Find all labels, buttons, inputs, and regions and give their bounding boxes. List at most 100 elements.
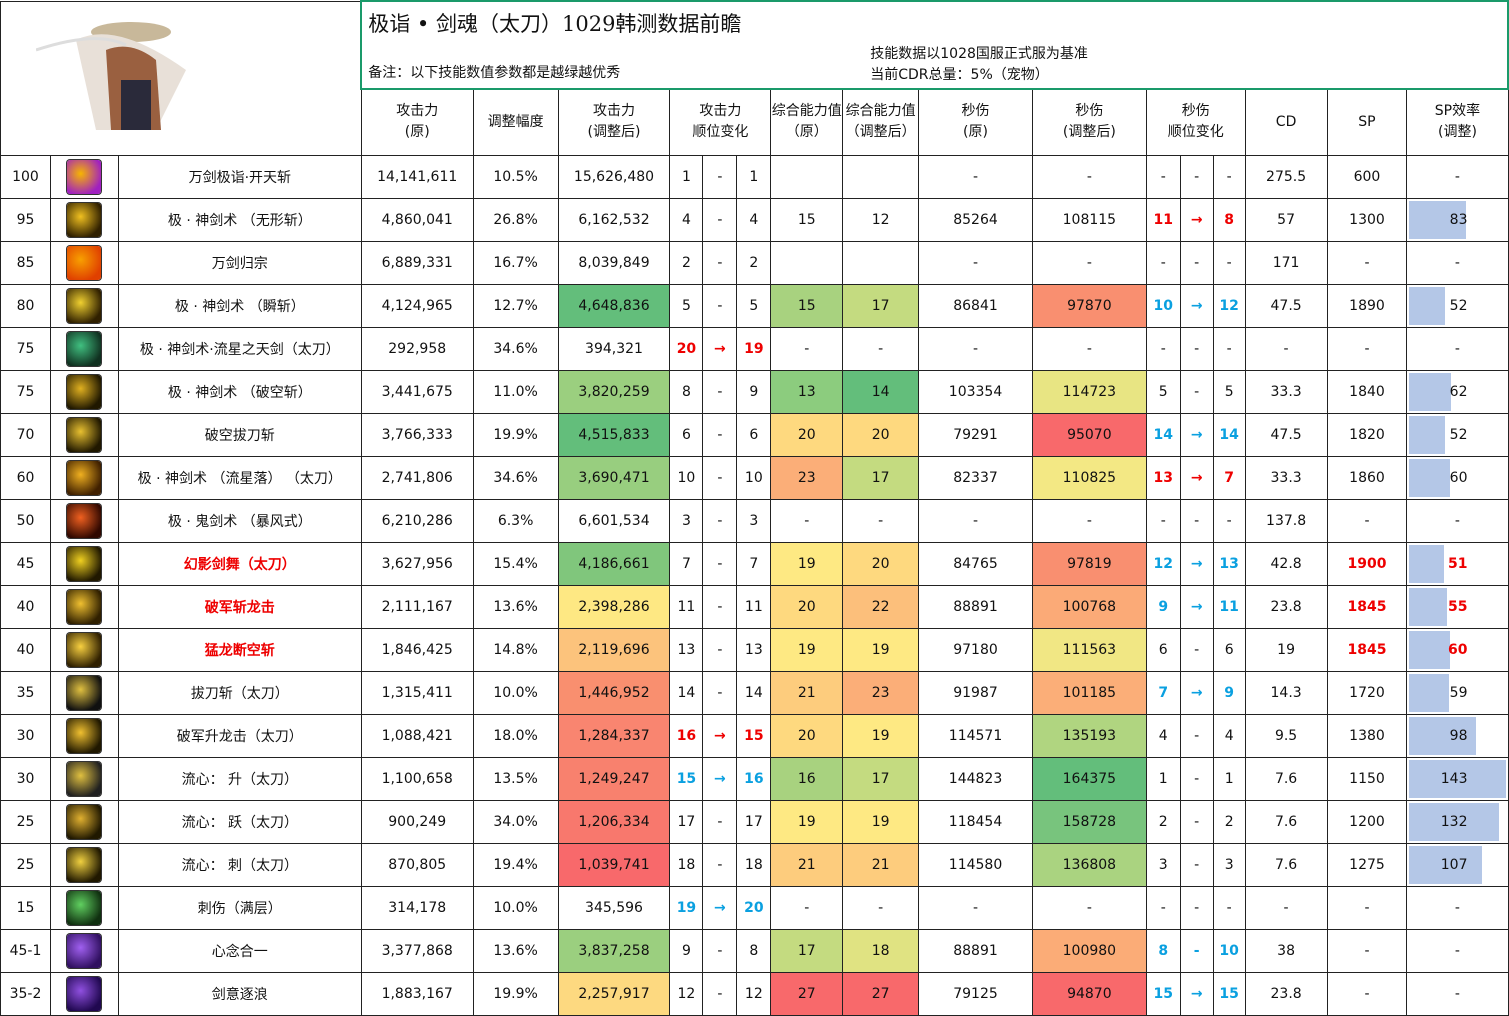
skill-icon-cell (49, 283, 119, 328)
skill-icon-gold-swirl (67, 417, 102, 452)
title-box: 极诣 • 剑魂（太刀）1029韩测数据前瞻 备注：以下技能数值参数都是越绿越优秀… (360, 0, 1509, 90)
dps-adj: - (1031, 240, 1147, 285)
adjust-pct: 26.8% (472, 197, 559, 242)
dps-rank-arrow: - (1179, 627, 1214, 672)
dps-adj: 110825 (1031, 455, 1147, 500)
dps-rank-arrow: → (1179, 670, 1214, 715)
atk-orig: 2,741,806 (360, 455, 474, 500)
cd-value: 7.6 (1244, 756, 1328, 801)
sp-value: 1890 (1326, 283, 1408, 328)
skill-icon-meteor (67, 460, 102, 495)
atk-orig: 2,111,167 (360, 584, 474, 629)
header-atk-orig: 攻击力 (原) (360, 88, 474, 156)
skill-icon-cell (49, 498, 119, 543)
rank-arrow: → (702, 326, 738, 371)
sp-efficiency-value: 107 (1440, 856, 1468, 873)
sp-efficiency: 62 (1406, 369, 1509, 414)
sp-efficiency: - (1406, 326, 1509, 371)
dps-adj: 108115 (1031, 197, 1147, 242)
skill-level: 100 (0, 154, 51, 199)
rank-before: 20 (669, 326, 704, 371)
cd-value: 275.5 (1244, 154, 1328, 199)
dps-rank-after: 3 (1212, 842, 1246, 887)
cd-value: 14.3 (1244, 670, 1328, 715)
adjust-pct: 11.0% (472, 369, 559, 414)
comp-orig: 19 (770, 799, 844, 844)
sp-value: 1820 (1326, 412, 1408, 457)
dps-adj: 135193 (1031, 713, 1147, 758)
dps-rank-arrow: → (1179, 197, 1214, 242)
rank-after: 5 (736, 283, 772, 328)
skill-name: 流心： 跃（太刀） (117, 799, 362, 844)
skill-level: 45-1 (0, 928, 51, 973)
rank-arrow: - (702, 283, 738, 328)
sp-efficiency: 60 (1406, 455, 1509, 500)
skill-name: 幻影剑舞（太刀） (117, 541, 362, 586)
table-row: 45-1 心念合一 3,377,868 13.6% 3,837,258 9-8 17 18 88… (0, 928, 1509, 973)
atk-adj: 394,321 (557, 326, 671, 371)
header-atk-adj: 攻击力 (调整后) (557, 88, 671, 156)
skill-icon-flow-leap (67, 804, 102, 839)
skill-icon-dragon-slash (67, 632, 102, 667)
sp-value: 1200 (1326, 799, 1408, 844)
sp-efficiency: 107 (1406, 842, 1509, 887)
table-row: 50 极 · 鬼剑术 （暴风式） 6,210,286 6.3% 6,601,534 3-3… (0, 498, 1509, 543)
cd-value: 57 (1244, 197, 1328, 242)
dps-adj: 95070 (1031, 412, 1147, 457)
skill-level: 75 (0, 369, 51, 414)
skill-icon-cell (49, 584, 119, 629)
skill-icon-rising-dragon (67, 718, 102, 753)
skill-icon-flow-thrust (67, 847, 102, 882)
comp-orig: - (770, 326, 844, 371)
atk-adj: 3,690,471 (557, 455, 671, 500)
dps-rank-before: 5 (1145, 369, 1181, 414)
dps-orig: - (918, 326, 1033, 371)
comp-adj: - (842, 498, 920, 543)
header-sp-efficiency: SP效率 (调整) (1406, 88, 1509, 156)
rank-after: 12 (736, 971, 772, 1016)
dps-rank-arrow: - (1179, 885, 1214, 930)
cd-value: 42.8 (1244, 541, 1328, 586)
dps-adj: 111563 (1031, 627, 1147, 672)
dps-rank-before: 13 (1145, 455, 1181, 500)
dps-rank-arrow: - (1179, 928, 1214, 973)
dps-rank-after: - (1212, 154, 1246, 199)
table-row: 75 极 · 神剑术 （破空斩） 3,441,675 11.0% 3,820,259 8-… (0, 369, 1509, 414)
dps-rank-before: 12 (1145, 541, 1181, 586)
dps-adj: - (1031, 326, 1147, 371)
dps-orig: 84765 (918, 541, 1033, 586)
sp-efficiency-value: 59 (1449, 684, 1468, 701)
dps-orig: - (918, 498, 1033, 543)
rank-after: 11 (736, 584, 772, 629)
skill-name: 极 · 神剑术 （瞬斩） (117, 283, 362, 328)
sp-efficiency-value: - (1454, 254, 1460, 271)
atk-orig: 3,441,675 (360, 369, 474, 414)
dps-orig: 114571 (918, 713, 1033, 758)
skill-level: 25 (0, 799, 51, 844)
atk-orig: 1,088,421 (360, 713, 474, 758)
rank-arrow: - (702, 799, 738, 844)
header-comp-orig: 综合能力值（原） (770, 88, 844, 156)
skill-level: 50 (0, 498, 51, 543)
sp-efficiency: 60 (1406, 627, 1509, 672)
dps-rank-after: 9 (1212, 670, 1246, 715)
rank-after: 2 (736, 240, 772, 285)
comp-adj: 18 (842, 928, 920, 973)
rank-before: 15 (669, 756, 704, 801)
character-avatar (36, 21, 186, 130)
dps-orig: 79291 (918, 412, 1033, 457)
adjust-pct: 13.5% (472, 756, 559, 801)
skill-name: 极 · 神剑术·流星之天剑（太刀） (117, 326, 362, 371)
dps-rank-before: - (1145, 885, 1181, 930)
skill-name: 心念合一 (117, 928, 362, 973)
sp-efficiency-bar (1409, 415, 1445, 454)
skill-icon-ghost-fire (67, 503, 102, 538)
dps-orig: 79125 (918, 971, 1033, 1016)
dps-rank-arrow: - (1179, 756, 1214, 801)
skill-name: 猛龙断空斩 (117, 627, 362, 672)
skill-icon-cell (49, 197, 119, 242)
sp-efficiency-bar (1409, 716, 1476, 755)
atk-orig: 6,889,331 (360, 240, 474, 285)
comp-adj: 27 (842, 971, 920, 1016)
